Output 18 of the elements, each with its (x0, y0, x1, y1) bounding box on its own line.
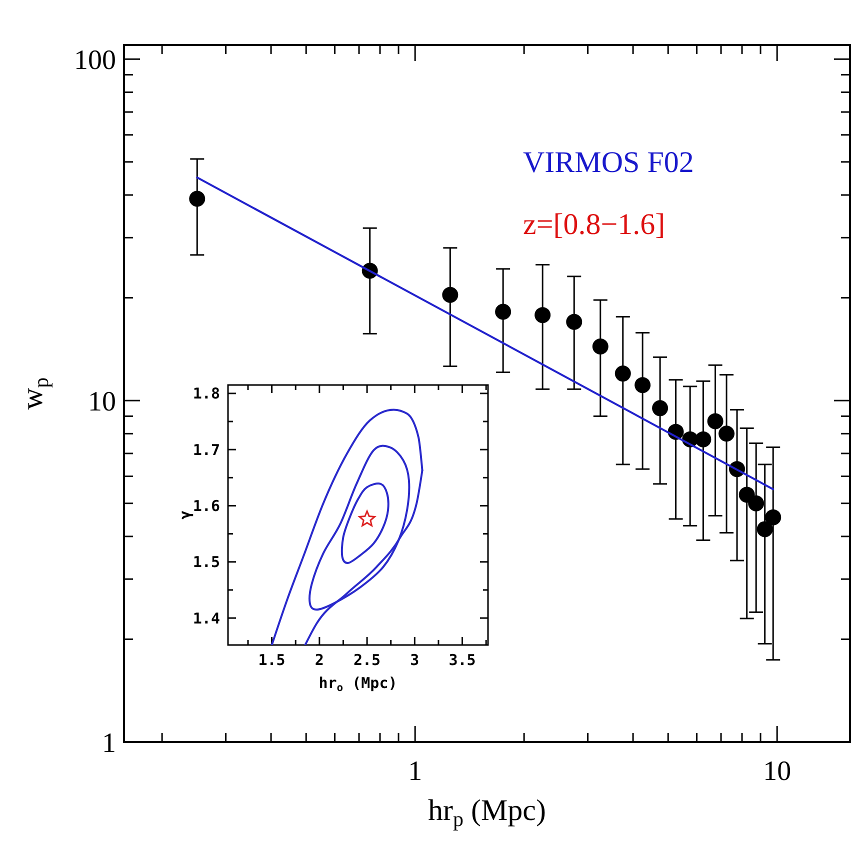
annotation: VIRMOS F02 (523, 146, 694, 179)
y-tick-label: 1.4 (192, 609, 220, 628)
y-tick-label: 1 (102, 728, 116, 759)
y-tick-label: 1.5 (192, 553, 220, 572)
x-axis-title: hr$_{p}$ (Mpc) (428, 794, 546, 832)
x-tick-label: 2.5 (354, 651, 381, 669)
y-tick-label: 1.8 (192, 384, 220, 403)
x-tick-label: 2 (314, 651, 324, 669)
y-tick-label: 1.6 (192, 496, 220, 515)
y-axis-title: γ (176, 510, 194, 520)
x-tick-label: 3 (410, 651, 420, 669)
y-tick-label: 1.7 (192, 440, 220, 459)
x-axis-title: hr$_{o}$ (Mpc) (318, 674, 398, 694)
y-tick-label: 10 (88, 386, 116, 418)
x-tick-label: 3.5 (448, 651, 476, 669)
annotation: z=[0.8−1.6] (523, 208, 666, 241)
x-tick-label: 1.5 (258, 651, 286, 669)
y-tick-label: 100 (74, 44, 116, 76)
